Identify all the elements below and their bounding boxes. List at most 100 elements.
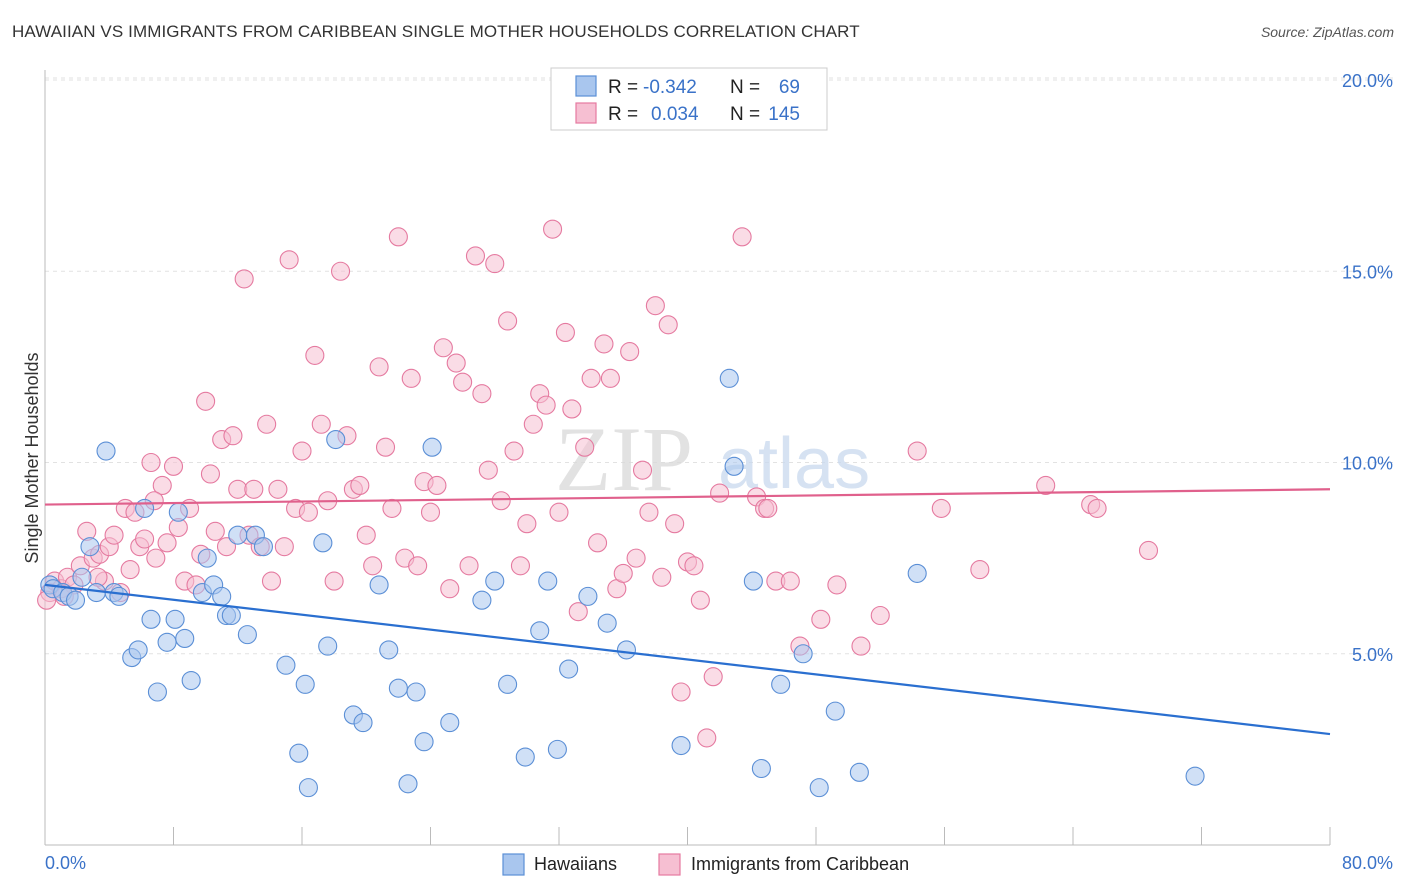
bottom-legend-swatch-caribbean bbox=[658, 853, 681, 876]
hawaiian-point bbox=[751, 758, 771, 779]
caribbean-point bbox=[120, 560, 140, 580]
legend-r-label-2: R = bbox=[608, 104, 638, 125]
hawaiian-point bbox=[515, 747, 535, 767]
hawaiian-point bbox=[724, 456, 744, 476]
caribbean-point bbox=[613, 563, 633, 583]
caribbean-point bbox=[478, 460, 498, 480]
caribbean-point bbox=[970, 560, 990, 580]
hawaiian-point bbox=[295, 674, 315, 694]
hawaiian-point bbox=[326, 429, 346, 450]
caribbean-point bbox=[465, 246, 486, 266]
caribbean-point bbox=[562, 399, 582, 419]
caribbean-point bbox=[388, 227, 408, 247]
caribbean-point bbox=[311, 414, 331, 434]
caribbean-point bbox=[200, 464, 220, 484]
hawaiian-point bbox=[135, 498, 155, 518]
hawaiian-point bbox=[559, 659, 579, 679]
hawaiian-point bbox=[181, 670, 201, 691]
caribbean-point bbox=[1087, 498, 1107, 518]
hawaiian-point bbox=[485, 571, 505, 591]
chart-title: HAWAIIAN VS IMMIGRANTS FROM CARIBBEAN SI… bbox=[12, 22, 860, 41]
hawaiian-point bbox=[175, 628, 195, 649]
hawaiian-point bbox=[289, 743, 309, 763]
legend-r-value-2: 0.034 bbox=[651, 104, 699, 125]
hawaiian-point bbox=[96, 441, 116, 461]
caribbean-point bbox=[931, 498, 951, 518]
caribbean-point bbox=[491, 491, 511, 511]
legend-box: R = -0.342 N = 69 R = 0.034 N = 145 bbox=[550, 67, 828, 131]
caribbean-point bbox=[330, 261, 351, 281]
caribbean-point bbox=[710, 483, 730, 503]
x-tick-marks bbox=[44, 827, 1331, 845]
hawaiian-point bbox=[318, 636, 338, 656]
caribbean-point bbox=[581, 368, 601, 388]
caribbean-point bbox=[244, 479, 264, 499]
hawaiian-point bbox=[671, 735, 691, 756]
caribbean-point bbox=[485, 254, 505, 274]
trend-line bbox=[44, 488, 1331, 506]
legend-n-label-1: N = bbox=[730, 77, 760, 98]
caribbean-point bbox=[350, 475, 370, 496]
caribbean-point bbox=[732, 227, 752, 247]
caribbean-point bbox=[433, 338, 453, 358]
hawaiian-point bbox=[168, 502, 188, 522]
caribbean-point bbox=[620, 342, 640, 362]
caribbean-point bbox=[684, 556, 704, 576]
caribbean-point bbox=[1036, 475, 1056, 496]
hawaiian-point bbox=[422, 437, 442, 457]
caribbean-point bbox=[205, 521, 225, 541]
caribbean-point bbox=[279, 250, 299, 270]
hawaiian-point bbox=[65, 590, 86, 610]
hawaiian-point bbox=[141, 609, 161, 629]
bottom-legend-swatch-hawaiians bbox=[502, 853, 525, 876]
caribbean-point bbox=[228, 479, 248, 499]
caribbean-point bbox=[261, 571, 282, 591]
hawaiian-point bbox=[212, 586, 232, 606]
hawaiian-point bbox=[109, 586, 129, 606]
legend-frame bbox=[550, 67, 828, 131]
hawaiian-point bbox=[157, 632, 177, 652]
watermark-zip: ZIP bbox=[555, 408, 693, 510]
hawaiian-point bbox=[398, 774, 418, 794]
hawaiian-point bbox=[793, 644, 813, 664]
hawaiian-point bbox=[578, 586, 598, 606]
caribbean-point bbox=[356, 525, 376, 545]
caribbean-point bbox=[196, 391, 216, 411]
y-tick-label: 10.0% bbox=[1342, 454, 1393, 474]
caribbean-point bbox=[504, 441, 524, 461]
caribbean-point bbox=[420, 502, 441, 522]
caribbean-point bbox=[517, 514, 537, 534]
caribbean-point bbox=[555, 322, 575, 343]
caribbean-point bbox=[324, 571, 344, 591]
y-tick-labels: 5.0% 10.0% 15.0% 20.0% bbox=[1342, 71, 1393, 665]
caribbean-point bbox=[811, 609, 831, 629]
chart-source: Source: ZipAtlas.com bbox=[1260, 24, 1394, 40]
caribbean-point bbox=[234, 269, 254, 289]
trend-line bbox=[44, 583, 1331, 736]
caribbean-point bbox=[498, 311, 518, 331]
caribbean-point bbox=[157, 533, 177, 553]
hawaiian-point bbox=[719, 368, 739, 388]
caribbean-point bbox=[268, 479, 288, 499]
caribbean-point bbox=[298, 502, 318, 522]
caribbean-point bbox=[645, 296, 665, 316]
x-tick-label-max: 80.0% bbox=[1342, 853, 1393, 873]
hawaiian-point bbox=[771, 674, 791, 694]
hawaiian-point bbox=[388, 678, 408, 698]
hawaiian-point bbox=[849, 762, 869, 782]
caribbean-point bbox=[440, 579, 460, 599]
caribbean-point bbox=[575, 437, 595, 457]
caribbean-point bbox=[1138, 540, 1159, 561]
hawaiian-point bbox=[530, 621, 550, 641]
hawaiian-point bbox=[616, 640, 637, 660]
hawaiian-point bbox=[128, 640, 148, 660]
hawaiian-point bbox=[221, 605, 241, 626]
caribbean-point bbox=[375, 437, 396, 457]
caribbean-point bbox=[626, 548, 646, 568]
hawaiian-point bbox=[825, 701, 845, 721]
hawaiian-point bbox=[907, 563, 927, 583]
caribbean-point bbox=[780, 571, 800, 591]
caribbean-point bbox=[536, 395, 556, 415]
hawaiian-point bbox=[406, 682, 426, 702]
caribbean-point bbox=[523, 414, 543, 434]
